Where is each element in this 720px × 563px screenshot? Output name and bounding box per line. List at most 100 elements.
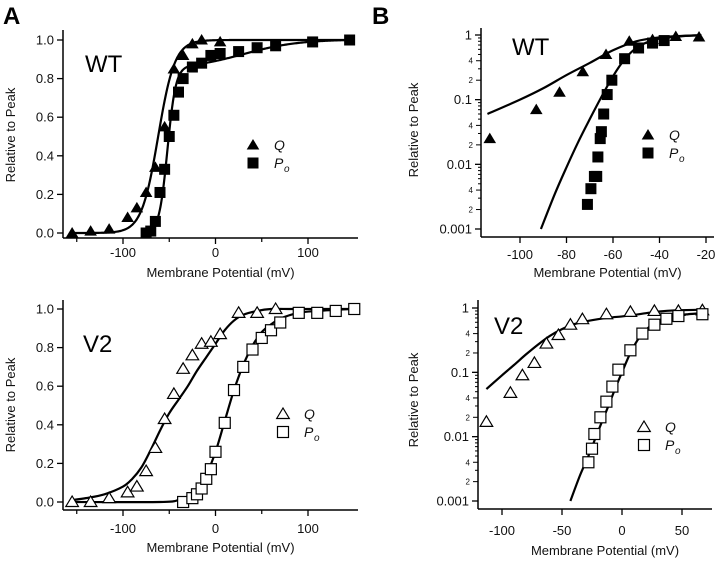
data-point-q [149,161,162,172]
y-tick-label: 0.8 [36,340,54,355]
data-point-q [139,186,153,197]
x-axis-title: Membrane Potential (mV) [146,540,294,555]
y-minor-tick-label: 2 [466,478,471,487]
data-point-q [539,336,554,349]
data-point-q [529,103,543,115]
data-point-q [175,361,191,374]
data-point-po [173,86,184,98]
data-point-q [186,37,199,49]
data-point-po [149,215,161,227]
chart-b-wt: -100 -80 -60 -40 -20 0.001 0.01 0.1 1 2 4 2 4 2 4 Membr… [406,28,715,281]
data-point-q [515,368,530,381]
series-po [581,35,670,210]
data-point-q [483,132,497,144]
y-axis-title: Relative to Peak [406,352,421,447]
data-point-po [591,170,603,182]
legend-label: P [274,155,284,171]
x-tick-label: -60 [604,247,623,262]
x-tick-label: -20 [697,247,716,262]
data-point-po [204,463,217,476]
data-point-po [307,36,319,48]
x-tick-label: 100 [297,521,319,536]
data-point-po [581,198,593,210]
y-tick-label: 0.4 [36,148,54,163]
chart-a-v2: -100 0 100 0.0 0.2 0.4 0.6 0.8 1.0 Membrane Poten… [3,300,361,555]
data-point-q [576,65,590,77]
data-point-po [658,35,670,47]
y-axis-title: Relative to Peak [3,87,18,182]
data-point-q [692,31,706,42]
data-point-q [102,223,116,234]
data-point-q [64,494,80,508]
y-minor-tick-label: 2 [466,349,471,358]
y-tick-label: 0.6 [36,379,54,394]
x-tick-label: 0 [212,521,219,536]
data-point-q [647,303,662,317]
series-po [582,308,709,469]
fit-curve-po-fit [569,312,703,502]
data-point-po [348,302,361,316]
condition-label: V2 [494,313,523,340]
series-q [64,301,283,508]
data-point-q [195,34,208,45]
data-point-po [598,108,610,120]
series-po [140,34,356,239]
data-point-q [268,301,283,315]
y-tick-label: 0.001 [436,494,469,509]
series-q [65,34,227,238]
data-point-po [274,316,287,329]
data-point-po [159,163,171,175]
data-point-q [158,120,171,132]
data-point-q [130,201,144,213]
data-point-q [129,479,145,492]
data-point-po [585,183,597,195]
data-point-po [612,363,625,376]
data-point-po [696,308,709,321]
x-axis-title: Membrane Potential (mV) [146,265,294,280]
x-tick-label: -80 [557,247,576,262]
chart-b-v2: -100 -50 0 50 0.001 0.01 0.1 1 2 4 2 4 2 4 Membrane Po… [406,300,712,558]
legend-marker-q [641,129,655,140]
data-point-po [606,380,619,393]
y-axis-title: Relative to Peak [3,357,18,452]
y-minor-tick-label: 4 [466,458,471,467]
y-tick-label: 0.4 [36,417,54,432]
data-point-q [203,334,219,347]
data-point-q [185,348,200,361]
legend-marker-po [642,147,654,159]
data-point-po [660,312,673,325]
panel-letter-b: B [372,3,389,30]
legend-marker-q [275,406,291,420]
data-point-po [270,40,282,52]
data-point-po [311,306,324,319]
data-point-po [606,74,618,86]
data-point-po [600,395,613,408]
data-point-q [83,494,98,508]
data-point-q [551,327,566,341]
legend-label: Q [665,419,676,435]
data-point-po [145,225,157,237]
x-tick-label: -50 [553,523,572,538]
data-point-q [121,211,134,223]
data-point-q [138,463,154,477]
data-point-q [669,30,683,41]
data-point-po [624,344,637,357]
data-point-po [255,331,268,345]
x-tick-label: -100 [110,521,136,536]
data-point-q [249,305,265,318]
condition-label: WT [512,34,550,61]
data-point-po [264,324,278,337]
x-axis-title: Membrane Potential (mV) [531,543,679,558]
x-tick-label: 0 [212,245,219,260]
x-tick-label: -40 [650,247,669,262]
data-point-q [599,307,614,320]
legend-marker-q [246,139,260,150]
y-tick-label: 1 [465,28,472,43]
x-tick-label: -100 [110,245,136,260]
y-minor-tick-label: 2 [469,141,474,150]
legend-label-subscript: o [675,446,681,457]
legend-label: P [669,145,679,161]
data-point-po [594,133,606,145]
y-tick-label: 0.1 [451,365,469,380]
data-point-po [582,456,595,469]
